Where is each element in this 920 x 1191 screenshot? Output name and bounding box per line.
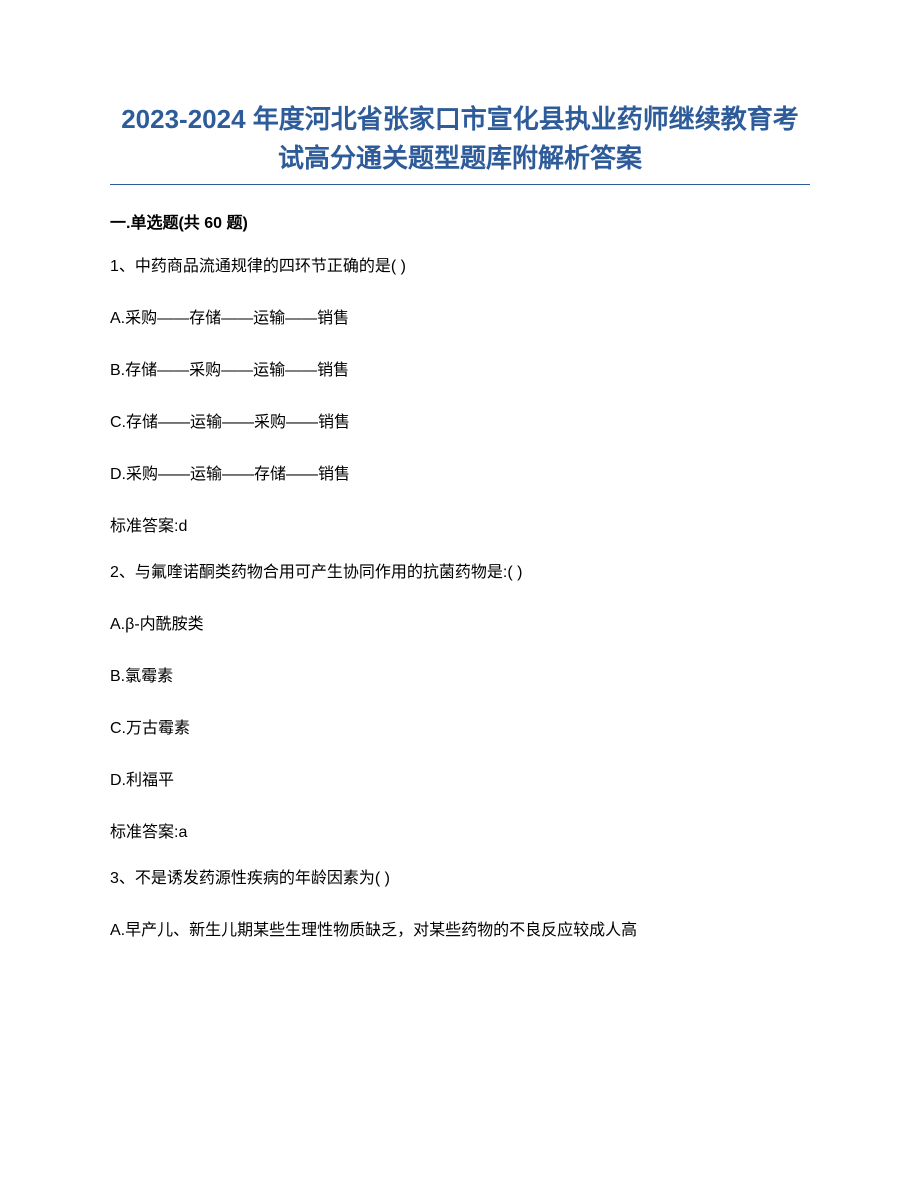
option-c: C.万古霉素 bbox=[110, 717, 810, 741]
option-a: A.β-内酰胺类 bbox=[110, 613, 810, 637]
title-line-1: 2023-2024 年度河北省张家口市宣化县执业药师继续教育考 bbox=[121, 104, 799, 134]
question-stem: 3、不是诱发药源性疾病的年龄因素为( ) bbox=[110, 867, 810, 891]
exam-page: 2023-2024 年度河北省张家口市宣化县执业药师继续教育考 试高分通关题型题… bbox=[0, 0, 920, 1191]
page-title: 2023-2024 年度河北省张家口市宣化县执业药师继续教育考 试高分通关题型题… bbox=[110, 100, 810, 178]
title-underline bbox=[110, 184, 810, 185]
option-b: B.存储——采购——运输——销售 bbox=[110, 359, 810, 383]
answer-label: 标准答案:d bbox=[110, 515, 810, 539]
title-line-2: 试高分通关题型题库附解析答案 bbox=[278, 143, 642, 173]
option-d: D.利福平 bbox=[110, 769, 810, 793]
question-stem: 2、与氟喹诺酮类药物合用可产生协同作用的抗菌药物是:( ) bbox=[110, 561, 810, 585]
option-a: A.采购——存储——运输——销售 bbox=[110, 307, 810, 331]
option-a: A.早产儿、新生儿期某些生理性物质缺乏，对某些药物的不良反应较成人高 bbox=[110, 919, 810, 943]
section-header: 一.单选题(共 60 题) bbox=[110, 209, 810, 233]
question-stem: 1、中药商品流通规律的四环节正确的是( ) bbox=[110, 255, 810, 279]
answer-label: 标准答案:a bbox=[110, 821, 810, 845]
option-b: B.氯霉素 bbox=[110, 665, 810, 689]
option-c: C.存储——运输——采购——销售 bbox=[110, 411, 810, 435]
option-d: D.采购——运输——存储——销售 bbox=[110, 463, 810, 487]
